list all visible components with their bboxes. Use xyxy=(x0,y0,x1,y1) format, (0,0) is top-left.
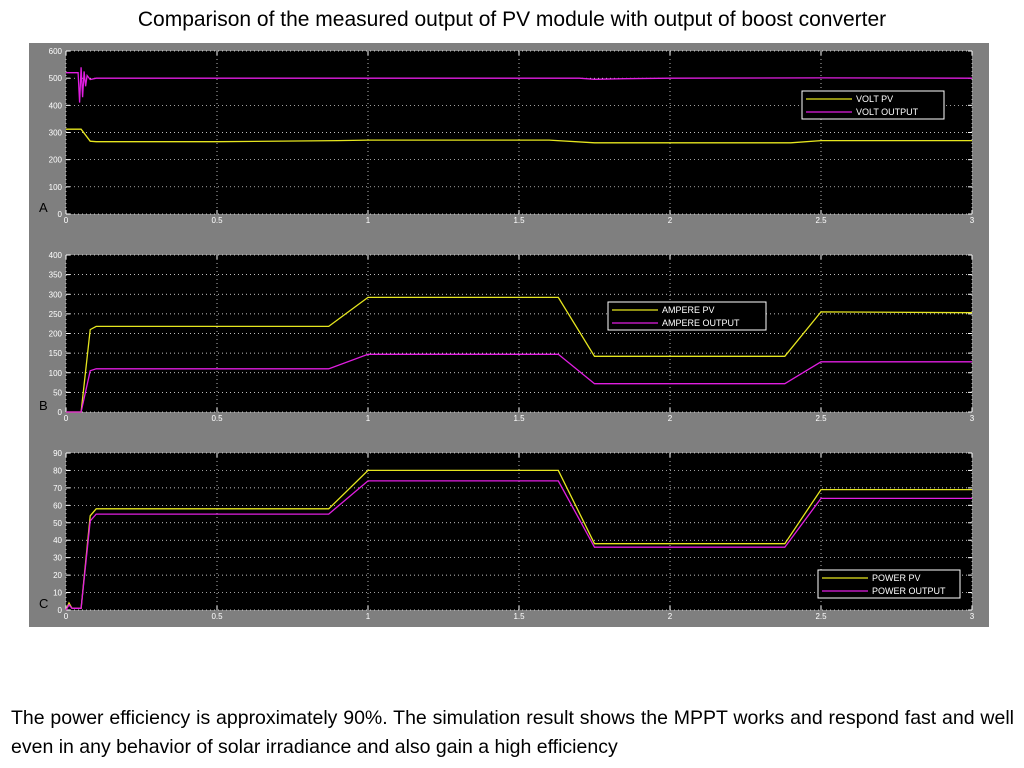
x-tick-label: 2 xyxy=(668,216,673,225)
y-tick-label: 150 xyxy=(49,349,63,358)
y-tick-label: 30 xyxy=(53,554,62,563)
y-tick-label: 40 xyxy=(53,536,62,545)
legend xyxy=(817,569,961,599)
y-tick-label: 250 xyxy=(49,310,63,319)
y-tick-label: 200 xyxy=(49,156,63,165)
x-tick-label: 0 xyxy=(64,216,69,225)
y-tick-label: 60 xyxy=(53,501,62,510)
x-tick-label: 2.5 xyxy=(815,216,827,225)
x-tick-label: 3 xyxy=(970,414,975,423)
series-line-pv xyxy=(66,128,972,144)
y-tick-label: 10 xyxy=(53,589,62,598)
panel-label: C xyxy=(39,596,48,611)
y-tick-label: 0 xyxy=(58,408,63,417)
y-tick-label: 400 xyxy=(49,101,63,110)
legend-label: AMPERE PV xyxy=(662,305,715,315)
y-tick-label: 0 xyxy=(58,606,63,615)
y-tick-label: 100 xyxy=(49,183,63,192)
y-tick-label: 80 xyxy=(53,466,62,475)
y-tick-label: 600 xyxy=(49,47,63,56)
legend-label: VOLT PV xyxy=(856,94,893,104)
x-tick-label: 2.5 xyxy=(815,612,827,621)
y-tick-label: 20 xyxy=(53,571,62,580)
y-tick-label: 70 xyxy=(53,484,62,493)
y-tick-label: 90 xyxy=(53,449,62,458)
y-tick-label: 200 xyxy=(49,330,63,339)
y-tick-label: 350 xyxy=(49,271,63,280)
x-tick-label: 0.5 xyxy=(211,414,223,423)
series-line-output xyxy=(66,67,973,103)
x-tick-label: 0 xyxy=(64,612,69,621)
legend-label: POWER PV xyxy=(872,573,921,583)
x-tick-label: 1.5 xyxy=(513,414,525,423)
panel-label: A xyxy=(39,200,48,215)
x-tick-label: 0.5 xyxy=(211,612,223,621)
x-tick-label: 2.5 xyxy=(815,414,827,423)
legend xyxy=(607,301,767,331)
slide-caption: The power efficiency is approximately 90… xyxy=(11,707,1014,758)
x-tick-label: 0.5 xyxy=(211,216,223,225)
y-tick-label: 0 xyxy=(58,210,63,219)
x-tick-label: 1 xyxy=(366,216,371,225)
y-tick-label: 300 xyxy=(49,290,63,299)
x-tick-label: 1 xyxy=(366,414,371,423)
y-tick-label: 100 xyxy=(49,369,63,378)
x-tick-label: 0 xyxy=(64,414,69,423)
legend xyxy=(801,90,945,120)
x-tick-label: 1.5 xyxy=(513,612,525,621)
scope-figure: 0 0.5 1 1.5 2 2.5 3 0 100 200 300 400 500 600 A VOLT PV… xyxy=(29,43,989,627)
series-line-output xyxy=(66,353,972,413)
series-line-output xyxy=(65,480,972,611)
y-tick-label: 400 xyxy=(49,251,63,260)
series-line-pv xyxy=(66,296,973,413)
x-tick-label: 2 xyxy=(668,612,673,621)
y-tick-label: 300 xyxy=(49,129,63,138)
y-tick-label: 50 xyxy=(53,388,62,397)
x-tick-label: 1 xyxy=(366,612,371,621)
legend-label: VOLT OUTPUT xyxy=(856,107,919,117)
legend-label: AMPERE OUTPUT xyxy=(662,318,740,328)
x-tick-label: 3 xyxy=(970,612,975,621)
panel-label: B xyxy=(39,398,48,413)
y-tick-label: 50 xyxy=(53,519,62,528)
y-tick-label: 500 xyxy=(49,74,63,83)
x-tick-label: 1.5 xyxy=(513,216,525,225)
legend-label: POWER OUTPUT xyxy=(872,586,946,596)
slide-title: Comparison of the measured output of PV … xyxy=(137,8,887,31)
x-tick-label: 2 xyxy=(668,414,673,423)
x-tick-label: 3 xyxy=(970,216,975,225)
